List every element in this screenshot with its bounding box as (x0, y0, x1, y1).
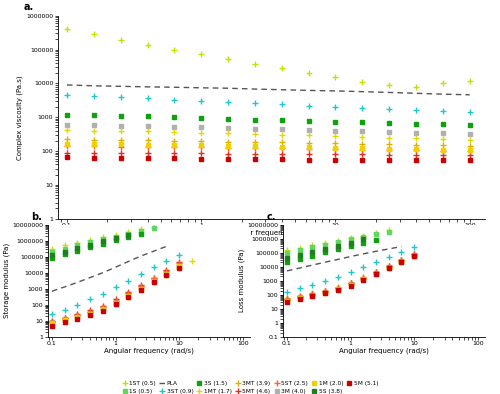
Text: c.: c. (266, 212, 276, 222)
Text: a.: a. (24, 2, 34, 12)
Legend: 1ST (0.5), 1S (0.5), PLA, 3ST (0.9), 3S (1.5), 1MT (1.7), 3MT (3.9), 5MT (4.6), : 1ST (0.5), 1S (0.5), PLA, 3ST (0.9), 3S … (120, 379, 380, 394)
X-axis label: Angular frequency (rad/s): Angular frequency (rad/s) (226, 229, 316, 236)
Text: b.: b. (32, 212, 42, 222)
Y-axis label: Complex viscosity (Pa.s): Complex viscosity (Pa.s) (17, 75, 24, 160)
X-axis label: Angular frequency (rad/s): Angular frequency (rad/s) (104, 348, 194, 354)
Y-axis label: Loss modulus (Pa): Loss modulus (Pa) (238, 249, 244, 312)
X-axis label: Angular frequency (rad/s): Angular frequency (rad/s) (339, 348, 428, 354)
Y-axis label: Storage modulus (Pa): Storage modulus (Pa) (3, 243, 10, 318)
